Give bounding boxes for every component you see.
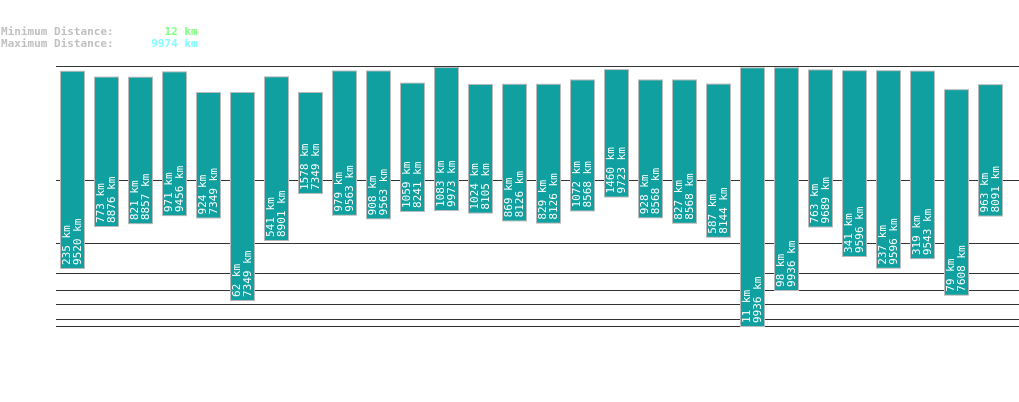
bar-min-label: 237 km [876, 225, 889, 265]
bar-max-label: 9936 km [785, 240, 798, 287]
bar-min-label: 587 km [706, 194, 719, 234]
range-bar [298, 92, 323, 194]
range-bar [638, 79, 663, 219]
range-bar [808, 69, 833, 228]
bar-max-label: 8857 km [139, 173, 152, 220]
min-distance-value: 12 km [164, 25, 198, 38]
range-bar [604, 69, 629, 198]
range-bar [94, 76, 119, 227]
bar-max-label: 8105 km [479, 163, 492, 210]
bar-min-label: 98 km [774, 254, 787, 287]
max-distance-row: Maximum Distance: 9974 km [1, 38, 198, 50]
bar-max-label: 8126 km [547, 173, 560, 220]
bar-max-label: 8568 km [649, 168, 662, 215]
bar-max-label: 9689 km [819, 177, 832, 224]
bar-min-label: 319 km [910, 215, 923, 255]
range-bar [876, 70, 901, 269]
bar-max-label: 8568 km [683, 173, 696, 220]
bar-min-label: 1024 km [468, 163, 481, 210]
bar-min-label: 1083 km [434, 160, 447, 207]
bar-max-label: 7349 km [241, 250, 254, 297]
bar-min-label: 773 km [94, 183, 107, 223]
min-distance-row: Minimum Distance: 12 km [1, 26, 198, 38]
range-bar [706, 83, 731, 238]
range-bar [60, 70, 85, 270]
bar-max-label: 9456 km [173, 165, 186, 212]
bar-max-label: 7349 km [309, 143, 322, 190]
range-bar [944, 89, 969, 296]
range-bar [774, 67, 799, 291]
range-bar [366, 70, 391, 220]
range-bar [162, 71, 187, 217]
bar-max-label: 9723 km [615, 147, 628, 194]
bar-min-label: 827 km [672, 180, 685, 220]
bar-min-label: 1578 km [298, 143, 311, 190]
bar-min-label: 235 km [60, 225, 73, 265]
range-bar [570, 79, 595, 212]
bar-max-label: 9543 km [921, 208, 934, 255]
bar-min-label: 908 km [366, 175, 379, 215]
bar-max-label: 8901 km [275, 190, 288, 237]
bar-max-label: 9973 km [445, 160, 458, 207]
bar-max-label: 8876 km [105, 176, 118, 223]
bar-min-label: 963 km [978, 172, 991, 212]
bar-min-label: 541 km [264, 197, 277, 237]
bar-min-label: 869 km [502, 177, 515, 217]
bar-min-label: 971 km [162, 172, 175, 212]
max-distance-label: Maximum Distance: [1, 37, 114, 50]
bar-max-label: 8568 km [581, 161, 594, 208]
range-bar [536, 83, 561, 224]
bar-min-label: 11 km [740, 290, 753, 323]
bar-min-label: 1460 km [604, 147, 617, 194]
range-bar [332, 70, 357, 216]
bar-min-label: 1059 km [400, 161, 413, 208]
bar-min-label: 79 km [944, 258, 957, 291]
bar-max-label: 9596 km [887, 218, 900, 265]
range-bar [740, 67, 765, 327]
range-bar [230, 92, 255, 301]
max-distance-value: 9974 km [151, 37, 198, 50]
range-bar [264, 76, 289, 241]
range-bar [978, 84, 1003, 217]
range-bar [468, 83, 493, 214]
bar-max-label: 8144 km [717, 187, 730, 234]
range-bar [910, 70, 935, 260]
range-bar [128, 76, 153, 225]
bar-min-label: 341 km [842, 213, 855, 253]
bar-min-label: 928 km [638, 174, 651, 214]
range-bar [196, 92, 221, 219]
bar-min-label: 924 km [196, 174, 209, 214]
bar-max-label: 7349 km [207, 168, 220, 215]
bar-max-label: 9596 km [853, 206, 866, 253]
bar-min-label: 821 km [128, 180, 141, 220]
bar-max-label: 9520 km [71, 218, 84, 265]
bar-max-label: 8126 km [513, 171, 526, 218]
bar-min-label: 62 km [230, 264, 243, 297]
range-bar [400, 82, 425, 212]
range-bar [842, 70, 867, 257]
bar-max-label: 7608 km [955, 245, 968, 292]
range-bar [434, 67, 459, 211]
bar-max-label: 8091 km [989, 166, 1002, 213]
bar-min-label: 829 km [536, 180, 549, 220]
bar-max-label: 8241 km [411, 161, 424, 208]
bar-max-label: 9936 km [751, 276, 764, 323]
range-bar [672, 79, 697, 224]
range-bar [502, 83, 527, 222]
min-distance-label: Minimum Distance: [1, 25, 114, 38]
bar-min-label: 1072 km [570, 161, 583, 208]
bar-min-label: 979 km [332, 172, 345, 212]
bar-min-label: 763 km [808, 183, 821, 223]
bar-max-label: 9563 km [377, 169, 390, 216]
bar-max-label: 9563 km [343, 165, 356, 212]
